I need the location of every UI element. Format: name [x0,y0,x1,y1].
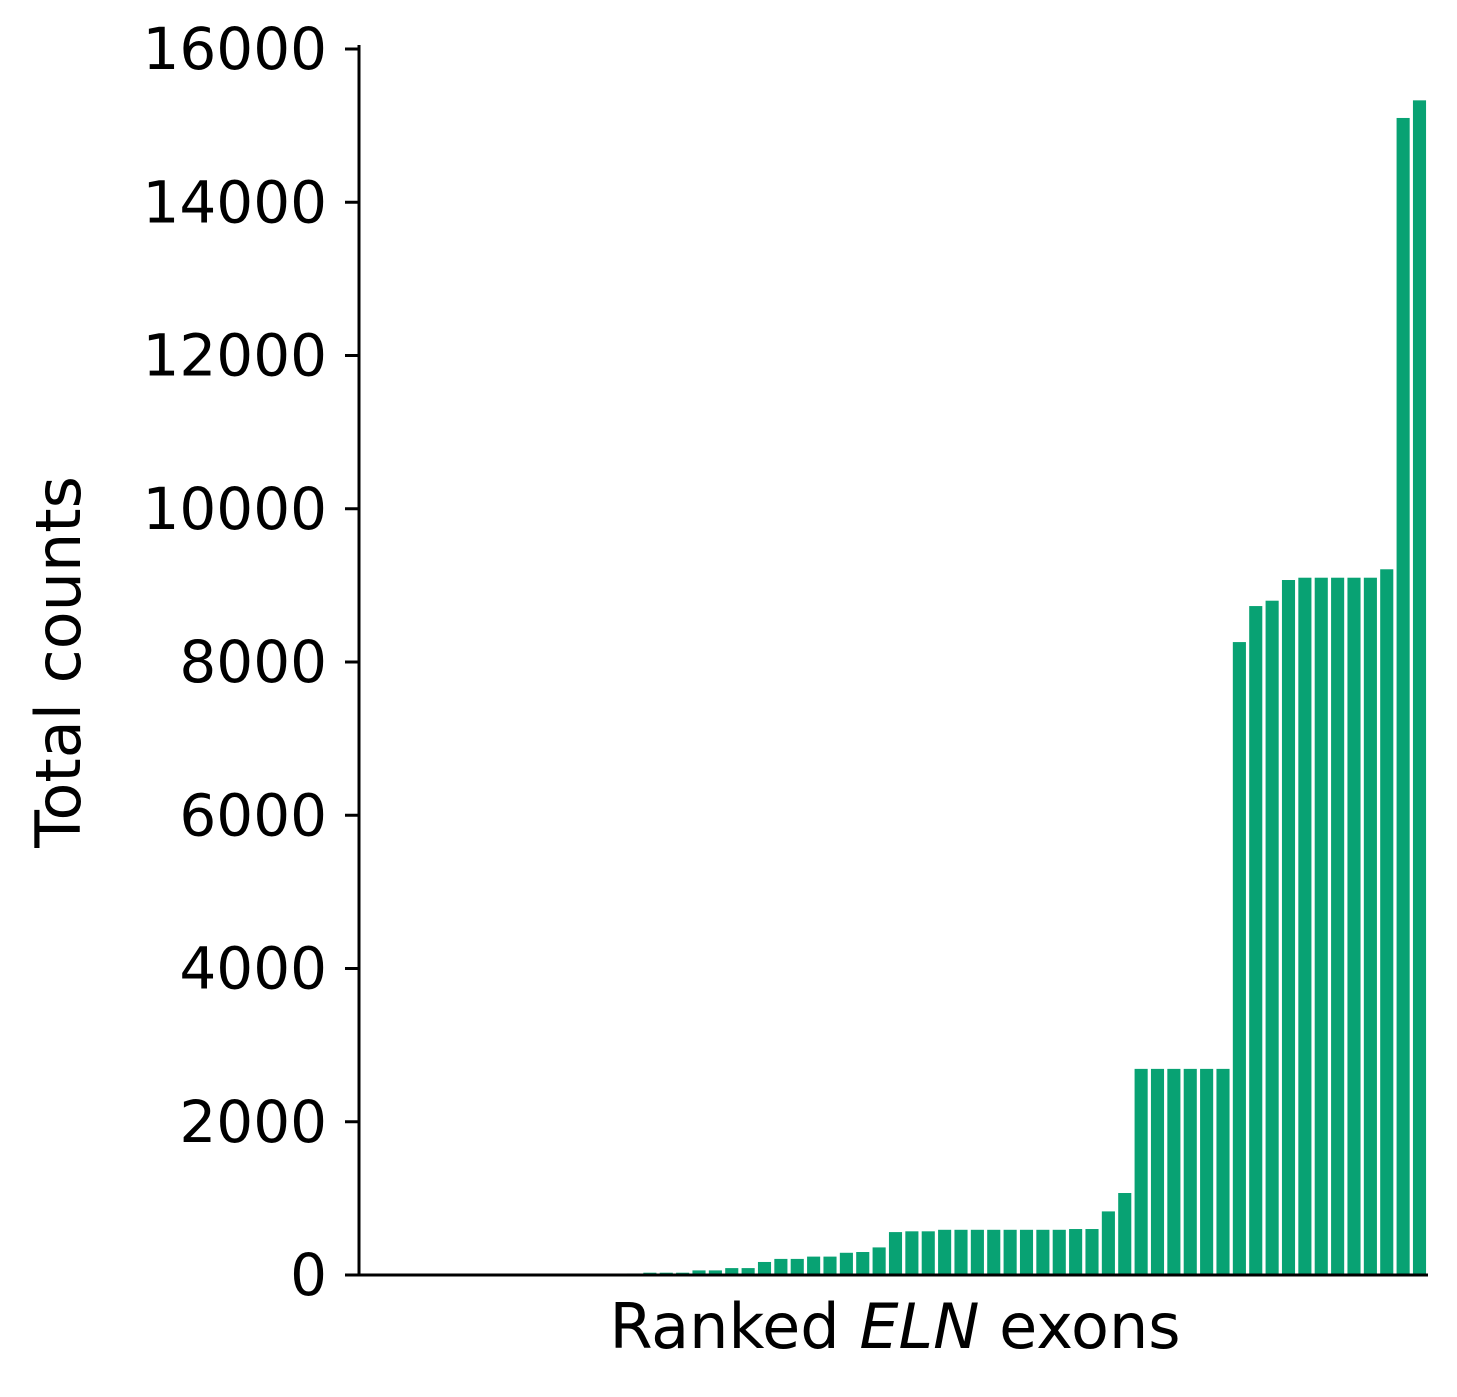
bar [1396,117,1410,1276]
y-tick-label: 14000 [142,168,327,236]
bar [1118,1193,1132,1275]
bar [888,1232,903,1275]
bar [905,1231,919,1275]
bar [954,1229,968,1275]
bar [1134,1068,1148,1275]
bar [725,1268,739,1275]
bar [1069,1229,1083,1275]
bar [1200,1068,1214,1275]
x-axis-label: Ranked ELN exons [609,1290,1180,1363]
bar [839,1252,853,1275]
bar [1249,606,1263,1275]
bar [757,1261,772,1275]
bar [1003,1229,1017,1275]
bar [1052,1229,1066,1275]
y-tick-label: 12000 [142,322,327,390]
x-axis-label-suffix: exons [979,1290,1180,1363]
bar [1019,1229,1034,1275]
bar [1380,569,1394,1275]
y-tick-label: 10000 [142,475,327,543]
bar [938,1229,952,1275]
bar [970,1229,984,1275]
y-tick-label: 16000 [142,15,327,83]
bar [1363,577,1377,1275]
bar [774,1258,788,1275]
y-tick-label: 2000 [179,1088,327,1156]
y-tick-label: 8000 [179,628,327,696]
bar [1036,1229,1050,1275]
bar [790,1258,804,1275]
bar [1314,577,1328,1275]
x-axis-label-gene: ELN [859,1290,979,1363]
bar [807,1256,821,1275]
y-tick-label: 0 [290,1241,327,1309]
bar [1412,100,1427,1276]
x-axis-label-prefix: Ranked [609,1290,859,1363]
bar [692,1270,706,1275]
bar [1347,577,1361,1275]
bar [1331,577,1345,1275]
bar [1101,1211,1115,1275]
bar [987,1229,1001,1275]
y-tick-label: 4000 [179,935,327,1003]
bar [1150,1068,1165,1275]
bar [1265,600,1279,1275]
bar [1281,580,1296,1275]
bars-group [626,100,1427,1276]
y-tick-label: 6000 [179,781,327,849]
bar [1298,577,1312,1275]
bar [921,1231,935,1275]
bar [872,1247,886,1275]
bar [1085,1229,1099,1275]
bar [1183,1068,1197,1275]
bar [1167,1068,1181,1275]
y-axis-ticks: 0 2000 4000 6000 8000 10000 12000 14000 16000 [142,15,359,1309]
bar [741,1268,755,1275]
y-axis-label: Total counts [22,476,95,849]
bar [823,1256,837,1275]
bar [708,1270,722,1275]
bar [1232,642,1246,1275]
bar [1216,1068,1230,1275]
bar [856,1252,870,1275]
